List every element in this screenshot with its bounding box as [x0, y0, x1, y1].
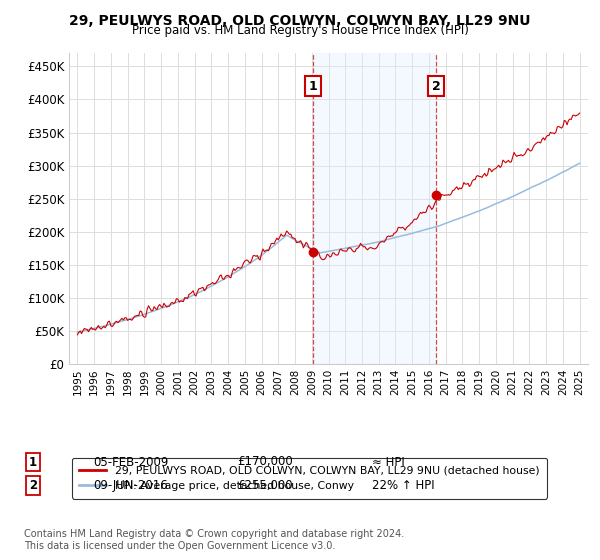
Text: 1: 1	[309, 80, 317, 93]
Text: 29, PEULWYS ROAD, OLD COLWYN, COLWYN BAY, LL29 9NU: 29, PEULWYS ROAD, OLD COLWYN, COLWYN BAY…	[69, 14, 531, 28]
Text: 2: 2	[29, 479, 37, 492]
Text: 22% ↑ HPI: 22% ↑ HPI	[372, 479, 434, 492]
Text: Contains HM Land Registry data © Crown copyright and database right 2024.
This d: Contains HM Land Registry data © Crown c…	[24, 529, 404, 551]
Bar	[313, 53, 436, 364]
Text: £170,000: £170,000	[237, 455, 293, 469]
Text: 05-FEB-2009: 05-FEB-2009	[93, 455, 169, 469]
Text: 09-JUN-2016: 09-JUN-2016	[93, 479, 168, 492]
Text: 2: 2	[432, 80, 440, 93]
Text: £255,000: £255,000	[237, 479, 293, 492]
Legend: 29, PEULWYS ROAD, OLD COLWYN, COLWYN BAY, LL29 9NU (detached house), HPI: Averag: 29, PEULWYS ROAD, OLD COLWYN, COLWYN BAY…	[72, 458, 547, 498]
Text: ≈ HPI: ≈ HPI	[372, 455, 405, 469]
Text: Price paid vs. HM Land Registry's House Price Index (HPI): Price paid vs. HM Land Registry's House …	[131, 24, 469, 36]
Text: 1: 1	[29, 455, 37, 469]
